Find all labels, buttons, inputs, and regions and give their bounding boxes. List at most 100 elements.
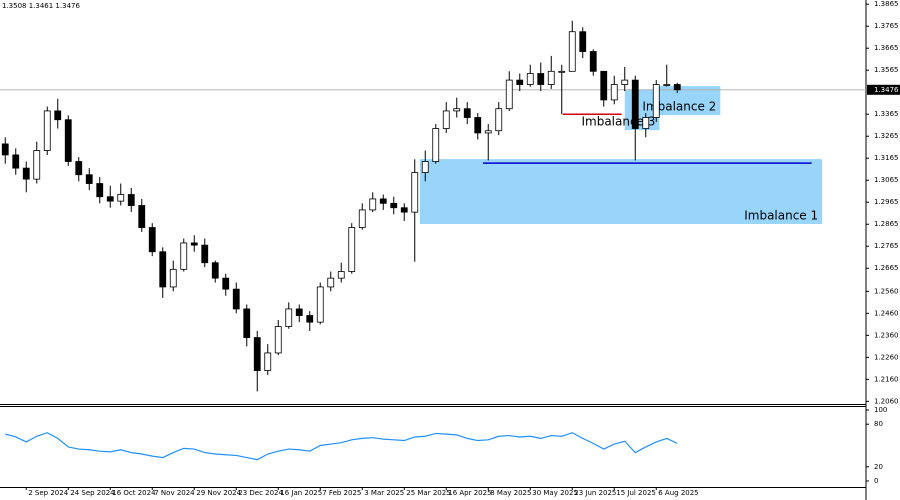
candle-body [295,308,303,316]
candle-body [22,167,30,180]
candle-body [274,326,282,354]
x-tick-label: 16 Apr 2025 [448,489,491,497]
candle-body [369,198,377,211]
zone-label: Imbalance 2 [642,100,716,114]
y-tick-label: 1.2160 [874,375,899,383]
last-price-label: 1.3476 [874,86,899,94]
x-tick-label: 23 Dec 2024 [238,489,283,497]
candle-body [495,108,503,132]
candle-body [526,73,534,85]
candle-body [75,161,83,176]
y-tick-label: 1.2360 [874,331,899,339]
candle-body [264,352,272,371]
candle-body [537,73,545,85]
y-tick-label: 1.3265 [874,132,899,140]
candle-body [379,198,387,204]
x-tick-label: 2 Sep 2024 [28,489,68,497]
candle-body [211,262,219,279]
y-tick-label: 1.2965 [874,198,899,206]
candle-body [390,202,398,209]
y-tick-label: 1.2460 [874,309,899,317]
candle-body [652,84,660,118]
candle-body [253,337,261,371]
candle-body [432,128,440,162]
candle-body [12,154,20,169]
candle-body [484,130,492,134]
y-tick-label: 1.2765 [874,242,899,250]
candle-body [138,205,146,228]
candle-body [474,117,482,134]
candle-body [232,288,240,310]
candle-body [85,174,93,184]
candle-body [127,194,135,206]
y-tick-label: 1.2260 [874,353,899,361]
candle-body [663,84,671,86]
candle-body [285,308,293,327]
candle-body [579,31,587,52]
x-tick-label: 30 May 2025 [532,489,578,497]
y-tick-label: 100 [874,406,887,414]
candle-body [327,277,335,288]
x-tick-label: 15 Jul 2025 [616,489,656,497]
candle-body [621,79,629,85]
candle-body [306,315,314,323]
candle-body [400,207,408,213]
imbalance-zone [655,86,721,116]
candle-body [159,251,167,288]
candle-body [610,84,618,101]
ohlc-header: 1.3508 1.3461 1.3476 [2,2,80,10]
candle-body [169,268,177,288]
y-tick-label: 1.2060 [874,397,899,405]
x-tick-label: 29 Nov 2024 [196,489,241,497]
candle-body [453,108,461,112]
last-price-box [867,84,900,95]
candle-body [54,110,62,121]
y-tick-label: 1.2865 [874,220,899,228]
candle-body [243,308,251,338]
candle-body [463,108,471,118]
candle-body [442,110,450,129]
candle-body [148,227,156,253]
candle-body [589,51,597,72]
candle-body [516,79,524,85]
y-tick-label: 80 [874,420,883,428]
y-tick-label: 1.3065 [874,176,899,184]
candle-body [642,117,650,129]
candle-body [337,271,345,279]
candle-body [348,227,356,272]
candle-body [222,277,230,290]
rsi-line [5,432,678,461]
x-tick-label: 16 Oct 2024 [112,489,156,497]
y-tick-label: 1.3865 [874,0,899,8]
x-tick-label: 3 Mar 2025 [364,489,404,497]
x-tick-label: 6 Aug 2025 [658,489,698,497]
candle-body [96,183,104,198]
y-tick-label: 1.2560 [874,287,899,295]
candle-body [411,172,419,213]
y-tick-label: 1.2665 [874,264,899,272]
x-tick-label: 8 May 2025 [490,489,531,497]
candle-body [106,196,114,202]
y-tick-label: 0 [874,477,878,485]
y-tick-label: 1.3365 [874,110,899,118]
candle-body [190,242,198,246]
y-tick-label: 1.3765 [874,22,899,30]
candle-body [358,209,366,228]
candle-body [1,143,9,156]
candle-body [631,79,639,129]
x-tick-label: 7 Feb 2025 [322,489,361,497]
candle-body [568,31,576,72]
y-tick-label: 1.3165 [874,154,899,162]
candle-body [180,242,188,270]
candle-body [558,70,566,73]
imbalance-zone [420,159,823,225]
candle-body [421,161,429,173]
candle-body [64,119,72,162]
candle-body [201,244,209,264]
candle-body [505,79,513,110]
candle-body [43,110,51,151]
x-tick-label: 7 Nov 2024 [154,489,195,497]
x-tick-label: 24 Sep 2024 [70,489,115,497]
x-tick-label: 23 Jun 2025 [574,489,616,497]
